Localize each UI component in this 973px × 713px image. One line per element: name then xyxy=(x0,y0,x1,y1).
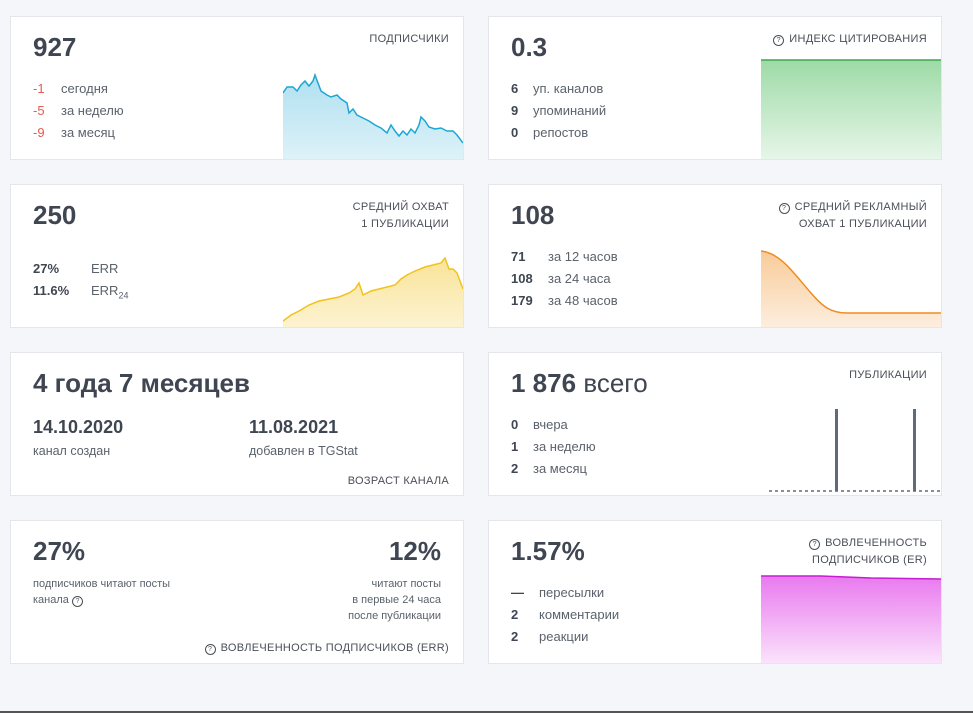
created-date: 14.10.2020 xyxy=(33,417,124,437)
reach-sparkline xyxy=(283,256,463,327)
stat-label: вчера xyxy=(533,417,568,432)
stat-value: 2 xyxy=(511,607,519,622)
created-label: канал создан xyxy=(33,444,111,458)
stat-value: 9 xyxy=(511,103,519,118)
reach-label: СРЕДНИЙ ОХВАТ 1 ПУБЛИКАЦИИ xyxy=(352,201,449,230)
er-card[interactable]: 1.57% ? ВОВЛЕЧЕННОСТЬ ПОДПИСЧИКОВ (ER) — пе… xyxy=(488,520,942,664)
stat-label: комментарии xyxy=(539,607,620,622)
stat-label: за неделю xyxy=(61,103,124,118)
stat-value: 27% xyxy=(33,261,60,276)
help-icon[interactable]: ? xyxy=(778,203,790,214)
stat-value: -1 xyxy=(33,81,45,96)
stat-label: уп. каналов xyxy=(533,81,604,96)
er-label: ? ВОВЛЕЧЕННОСТЬ ПОДПИСЧИКОВ (ER) xyxy=(809,535,927,569)
channel-age-value: 4 года 7 месяцев xyxy=(33,368,250,398)
stat-label: сегодня xyxy=(61,81,108,96)
stat-label: репостов xyxy=(533,125,589,140)
ad-reach-card[interactable]: 108 ? СРЕДНИЙ РЕКЛАМНЫЙ ОХВАТ 1 ПУБЛИКАЦИИ… xyxy=(488,184,942,328)
citation-card[interactable]: 0.3 ? ИНДЕКС ЦИТИРОВАНИЯ 6 уп. каналов 9 уп… xyxy=(488,16,942,160)
stat-label: за 48 часов xyxy=(548,293,618,308)
stat-label: упоминаний xyxy=(533,103,607,118)
posts-stats: 0 вчера 1 за неделю 2 за месяц xyxy=(511,414,596,480)
page-bottom-border xyxy=(0,711,973,713)
stat-value: 1 xyxy=(511,439,519,454)
er-chart xyxy=(761,575,941,663)
stat-value: — xyxy=(511,585,524,600)
stat-value: 0 xyxy=(511,125,519,140)
added-date: 11.08.2021 xyxy=(249,417,339,437)
citation-stats: 6 уп. каналов 9 упоминаний 0 репостов xyxy=(511,78,606,144)
stat-value: -9 xyxy=(33,125,45,140)
citation-chart xyxy=(761,59,941,159)
stat-value: 0 xyxy=(511,417,519,432)
help-icon[interactable]: ? xyxy=(204,644,216,655)
stat-label: за неделю xyxy=(533,439,596,454)
added-label: добавлен в TGStat xyxy=(249,444,358,458)
subscribers-label: ПОДПИСЧИКИ xyxy=(369,33,449,45)
err-left-text: подписчиков читают посты канала ? xyxy=(33,578,171,607)
subscribers-sparkline xyxy=(283,73,463,159)
posts-chart xyxy=(769,409,941,492)
help-icon[interactable]: ? xyxy=(71,596,83,607)
posts-card[interactable]: 1 876 всего ПУБЛИКАЦИИ 0 вчера 1 за неделю… xyxy=(488,352,942,496)
ad-reach-value: 108 xyxy=(511,200,555,230)
citation-label: ? ИНДЕКС ЦИТИРОВАНИЯ xyxy=(773,31,927,48)
stat-label: за 12 часов xyxy=(548,249,618,264)
er-value: 1.57% xyxy=(511,536,585,566)
reach-value: 250 xyxy=(33,200,77,230)
subscribers-count: 927 xyxy=(33,32,77,62)
err-label: ? ВОВЛЕЧЕННОСТЬ ПОДПИСЧИКОВ (ERR) xyxy=(204,642,449,655)
err-left-value: 27% xyxy=(33,536,86,566)
ad-reach-chart xyxy=(761,250,941,327)
stat-value: 11.6% xyxy=(33,283,70,298)
reach-stats: 27% ERR 11.6% ERR24 xyxy=(33,258,128,307)
subscribers-stats: -1 сегодня -5 за неделю -9 за месяц xyxy=(33,78,124,144)
stat-value: 71 xyxy=(511,249,526,264)
stat-label: за месяц xyxy=(61,125,115,140)
err-right-value: 12% xyxy=(388,536,441,566)
channel-age-label: ВОЗРАСТ КАНАЛА xyxy=(347,475,449,487)
help-icon[interactable]: ? xyxy=(773,35,785,46)
stat-value: 2 xyxy=(511,629,519,644)
stat-value: 2 xyxy=(511,461,519,476)
stat-value: 108 xyxy=(511,271,533,286)
stat-label: реакции xyxy=(539,629,589,644)
err-right-text: читают посты в первые 24 часа после публ… xyxy=(348,578,441,622)
stat-label: ERR24 xyxy=(91,283,129,301)
reach-card[interactable]: 250 СРЕДНИЙ ОХВАТ 1 ПУБЛИКАЦИИ 27% ERR 11.… xyxy=(10,184,464,328)
er-stats: — пересылки 2 комментарии 2 реакции xyxy=(511,582,619,648)
subscribers-card[interactable]: 927 ПОДПИСЧИКИ -1 сегодня -5 за неделю -9 з… xyxy=(10,16,464,160)
ad-reach-label: ? СРЕДНИЙ РЕКЛАМНЫЙ ОХВАТ 1 ПУБЛИКАЦИИ xyxy=(778,199,927,233)
stat-value: 179 xyxy=(511,293,533,308)
stat-value: -5 xyxy=(33,103,45,118)
posts-value: 1 876 всего xyxy=(511,368,648,398)
stat-label: за 24 часа xyxy=(548,271,611,286)
err-card[interactable]: 27% подписчиков читают посты канала ? 12… xyxy=(10,520,464,664)
stat-label: пересылки xyxy=(539,585,605,600)
citation-index-value: 0.3 xyxy=(511,32,548,62)
stat-value: 6 xyxy=(511,81,519,96)
help-icon[interactable]: ? xyxy=(809,539,821,550)
stat-label: за месяц xyxy=(533,461,587,476)
channel-age-card[interactable]: 4 года 7 месяцев 14.10.2020 канал создан… xyxy=(10,352,464,496)
stat-label: ERR xyxy=(91,261,119,276)
posts-label: ПУБЛИКАЦИИ xyxy=(849,369,927,381)
ad-reach-stats: 71 за 12 часов 108 за 24 часа 179 за 48 час… xyxy=(511,246,618,312)
